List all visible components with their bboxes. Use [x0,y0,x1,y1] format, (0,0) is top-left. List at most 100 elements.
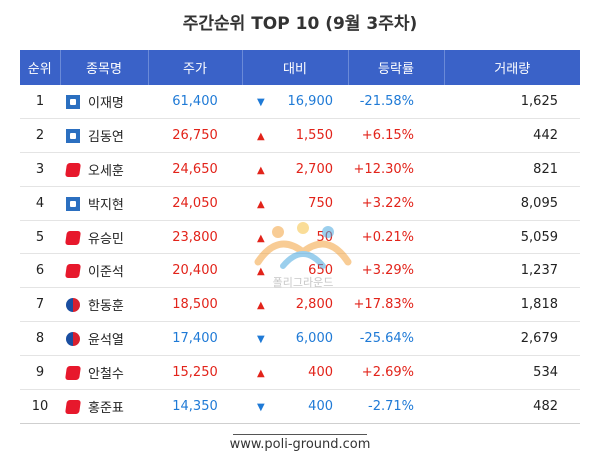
rank-cell: 9 [20,355,60,391]
candidate-name: 홍준표 [88,400,124,416]
candidate-name: 안철수 [88,367,124,383]
table-header-row: 순위 종목명 주가 대비 등락률 거래량 [20,50,580,85]
candidate-name: 오세훈 [88,163,124,179]
table-row: 1 이재명 61,400 ▼ 16,900 -21.58% 1,625 [20,85,580,119]
up-arrow-icon: ▲ [257,130,265,142]
footer-divider [233,434,367,435]
change-cell: ▲ 2,800 [242,287,348,323]
volume-cell: 442 [444,118,580,153]
ranking-table: 순위 종목명 주가 대비 등락률 거래량 1 이재명 61,400 ▼ 16,900 -2… [20,50,580,424]
volume-cell: 5,059 [444,220,580,255]
name-cell: 안철수 [60,355,148,391]
table-row: 10 홍준표 14,350 ▼ 400 -2.71% 482 [20,389,580,424]
table-row: 7 한동훈 18,500 ▲ 2,800 +17.83% 1,818 [20,287,580,323]
up-arrow-icon: ▲ [257,198,265,210]
price-cell: 17,400 [148,321,242,357]
rate-cell: -25.64% [348,321,444,357]
volume-cell: 482 [444,389,580,424]
price-cell: 24,050 [148,186,242,221]
change-value: 1,550 [295,127,333,143]
rank-cell: 3 [20,152,60,187]
change-cell: ▼ 6,000 [242,321,348,357]
rate-cell: +6.15% [348,118,444,153]
rank-cell: 10 [20,389,60,424]
change-cell: ▲ 750 [242,186,348,221]
candidate-name: 박지현 [88,197,124,213]
header-volume: 거래량 [444,50,580,85]
header-change: 대비 [242,50,349,85]
price-cell: 24,650 [148,152,242,187]
candidate-name: 윤석열 [88,333,124,349]
price-cell: 15,250 [148,355,242,391]
header-name: 종목명 [60,50,149,85]
header-rate: 등락률 [348,50,445,85]
candidate-name: 유승민 [88,231,124,247]
change-value: 400 [308,365,333,381]
volume-cell: 1,625 [444,85,580,119]
rate-cell: -2.71% [348,389,444,424]
name-cell: 윤석열 [60,321,148,357]
change-cell: ▲ 1,550 [242,118,348,153]
change-value: 750 [308,195,333,211]
down-arrow-icon: ▼ [257,96,265,108]
name-cell: 유승민 [60,220,148,255]
change-cell: ▲ 650 [242,253,348,289]
up-arrow-icon: ▲ [257,300,265,312]
table-row: 3 오세훈 24,650 ▲ 2,700 +12.30% 821 [20,152,580,187]
rank-cell: 4 [20,186,60,221]
name-cell: 이준석 [60,253,148,289]
table-row: 8 윤석열 17,400 ▼ 6,000 -25.64% 2,679 [20,321,580,357]
peoples-power-party-icon [65,399,81,414]
volume-cell: 534 [444,355,580,391]
change-value: 50 [316,229,333,245]
table-row: 2 김동연 26,750 ▲ 1,550 +6.15% 442 [20,118,580,153]
name-cell: 박지현 [60,186,148,221]
peoples-power-party-icon [65,162,81,177]
candidate-name: 김동연 [88,129,124,145]
rank-cell: 8 [20,321,60,357]
up-arrow-icon: ▲ [257,232,265,244]
name-cell: 오세훈 [60,152,148,187]
header-price: 주가 [148,50,243,85]
name-cell: 한동훈 [60,287,148,323]
volume-cell: 821 [444,152,580,187]
table-row: 6 이준석 20,400 ▲ 650 +3.29% 1,237 [20,253,580,289]
up-arrow-icon: ▲ [257,164,265,176]
down-arrow-icon: ▼ [257,334,265,346]
rank-cell: 1 [20,85,60,119]
header-rank: 순위 [20,50,61,85]
price-cell: 26,750 [148,118,242,153]
government-emblem-icon [66,332,80,347]
democratic-party-icon [66,196,80,211]
change-value: 650 [308,263,333,279]
change-cell: ▲ 50 [242,220,348,255]
candidate-name: 한동훈 [88,299,124,315]
table-row: 4 박지현 24,050 ▲ 750 +3.22% 8,095 [20,186,580,221]
price-cell: 61,400 [148,85,242,119]
change-cell: ▲ 2,700 [242,152,348,187]
table-row: 5 유승민 23,800 ▲ 50 +0.21% 5,059 [20,220,580,255]
volume-cell: 1,237 [444,253,580,289]
price-cell: 18,500 [148,287,242,323]
rank-cell: 2 [20,118,60,153]
up-arrow-icon: ▲ [257,368,265,380]
page-title: 주간순위 TOP 10 (9월 3주차) [182,14,418,34]
rate-cell: +3.22% [348,186,444,221]
peoples-power-party-icon [65,230,81,245]
rate-cell: -21.58% [348,85,444,119]
change-cell: ▼ 400 [242,389,348,424]
name-cell: 김동연 [60,118,148,153]
rate-cell: +12.30% [348,152,444,187]
table-row: 9 안철수 15,250 ▲ 400 +2.69% 534 [20,355,580,391]
price-cell: 23,800 [148,220,242,255]
change-cell: ▲ 400 [242,355,348,391]
peoples-power-party-icon [65,366,81,381]
down-arrow-icon: ▼ [257,401,265,413]
rate-cell: +17.83% [348,287,444,323]
volume-cell: 8,095 [444,186,580,221]
rank-cell: 5 [20,220,60,255]
rate-cell: +2.69% [348,355,444,391]
price-cell: 20,400 [148,253,242,289]
change-value: 2,800 [295,297,333,313]
candidate-name: 이재명 [88,95,124,111]
